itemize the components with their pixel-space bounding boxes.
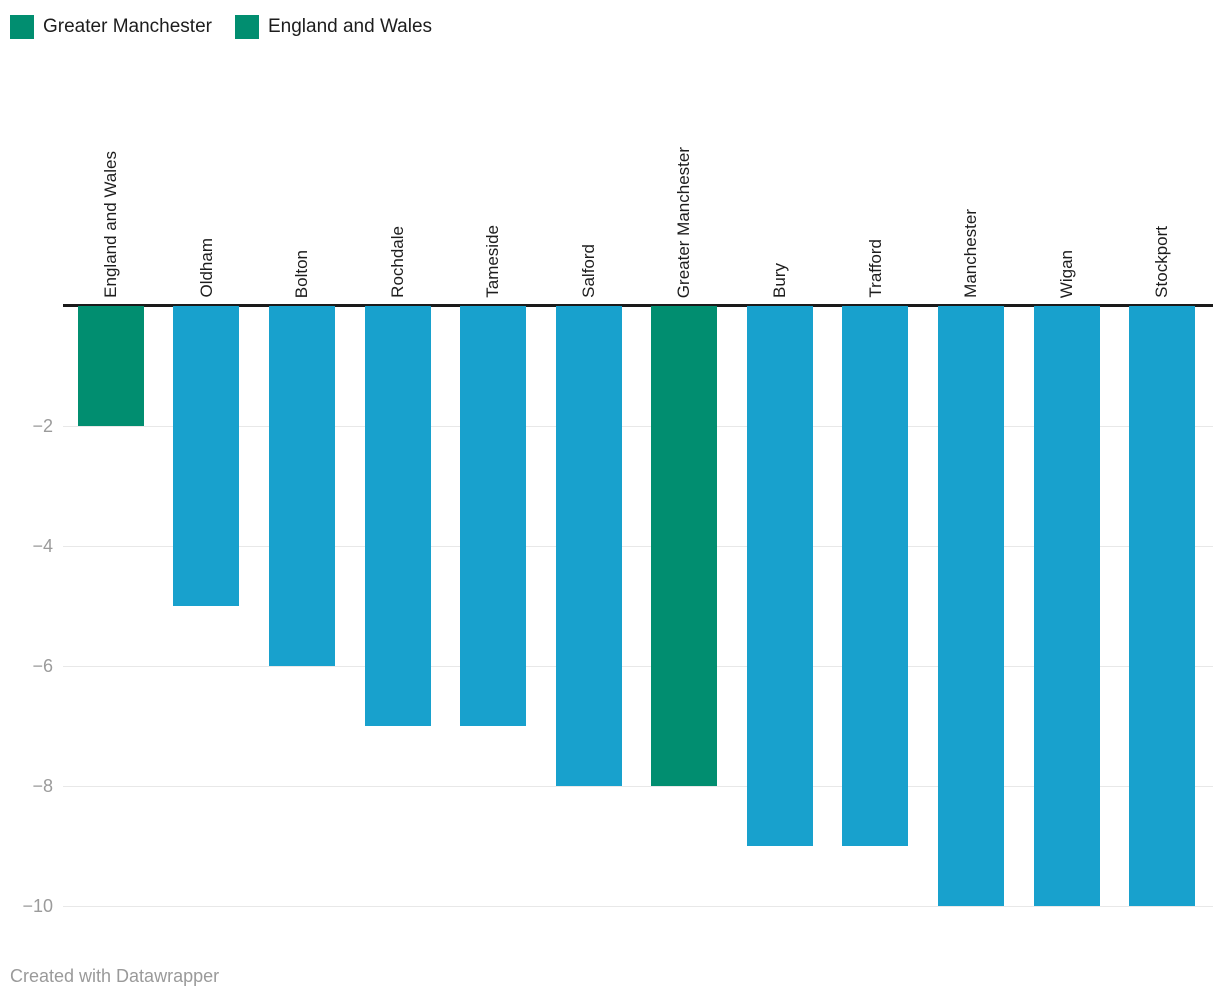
label-slot-wigan: Wigan bbox=[1019, 58, 1115, 298]
bar-stockport[interactable] bbox=[1129, 306, 1196, 906]
bar-tameside[interactable] bbox=[460, 306, 527, 726]
category-label-tameside: Tameside bbox=[483, 225, 503, 298]
gridline-y--8 bbox=[63, 786, 1213, 787]
bar-slot-salford bbox=[541, 306, 637, 926]
category-label-greater-manchester: Greater Manchester bbox=[674, 146, 694, 298]
label-slot-trafford: Trafford bbox=[828, 58, 924, 298]
bar-trafford[interactable] bbox=[842, 306, 909, 846]
label-slot-tameside: Tameside bbox=[445, 58, 541, 298]
category-label-stockport: Stockport bbox=[1152, 226, 1172, 298]
y-tick-label--8: −8 bbox=[32, 776, 53, 796]
bar-slot-bolton bbox=[254, 306, 350, 926]
y-tick-label--10: −10 bbox=[22, 896, 53, 916]
legend: Greater Manchester England and Wales bbox=[10, 15, 432, 39]
gridline-y--10 bbox=[63, 906, 1213, 907]
label-slot-greater-manchester: Greater Manchester bbox=[636, 58, 732, 298]
credit-line: Created with Datawrapper bbox=[10, 966, 220, 986]
y-tick-label--6: −6 bbox=[32, 656, 53, 676]
label-slot-stockport: Stockport bbox=[1114, 58, 1210, 298]
category-label-trafford: Trafford bbox=[865, 239, 885, 298]
bar-slot-stockport bbox=[1114, 306, 1210, 926]
category-label-rochdale: Rochdale bbox=[387, 226, 407, 298]
category-label-oldham: Oldham bbox=[196, 238, 216, 298]
label-slot-bury: Bury bbox=[732, 58, 828, 298]
bar-slot-rochdale bbox=[350, 306, 446, 926]
label-slot-rochdale: Rochdale bbox=[350, 58, 446, 298]
legend-swatch-icon bbox=[234, 15, 259, 39]
category-label-wigan: Wigan bbox=[1056, 249, 1076, 298]
bar-england-and-wales[interactable] bbox=[77, 306, 144, 426]
label-slot-england-and-wales: England and Wales bbox=[63, 58, 159, 298]
bar-manchester[interactable] bbox=[937, 306, 1004, 906]
bar-bury[interactable] bbox=[746, 306, 813, 846]
plot-area bbox=[63, 306, 1213, 926]
category-label-bolton: Bolton bbox=[292, 249, 312, 298]
y-tick-label--4: −4 bbox=[32, 536, 53, 556]
label-slot-oldham: Oldham bbox=[159, 58, 255, 298]
bar-slot-greater-manchester bbox=[636, 306, 732, 926]
legend-item-greater-manchester: Greater Manchester bbox=[10, 15, 212, 39]
gridline-y--2 bbox=[63, 426, 1213, 427]
bar-slot-manchester bbox=[923, 306, 1019, 926]
bar-slot-oldham bbox=[159, 306, 255, 926]
category-label-bury: Bury bbox=[770, 263, 790, 298]
y-tick-label--2: −2 bbox=[32, 416, 53, 436]
bar-slot-england-and-wales bbox=[63, 306, 159, 926]
category-labels: England and Wales Oldham Bolton Rochdale Tam… bbox=[63, 58, 1210, 298]
bar-oldham[interactable] bbox=[173, 306, 240, 606]
bars-row bbox=[63, 306, 1210, 926]
category-label-england-and-wales: England and Wales bbox=[101, 151, 121, 298]
category-label-manchester: Manchester bbox=[961, 209, 981, 298]
bar-salford[interactable] bbox=[555, 306, 622, 786]
bar-slot-tameside bbox=[445, 306, 541, 926]
legend-item-england-and-wales: England and Wales bbox=[234, 15, 433, 39]
bar-slot-trafford bbox=[828, 306, 924, 926]
label-slot-manchester: Manchester bbox=[923, 58, 1019, 298]
bar-greater-manchester[interactable] bbox=[651, 306, 718, 786]
bar-slot-bury bbox=[732, 306, 828, 926]
label-slot-salford: Salford bbox=[541, 58, 637, 298]
gridline-y--4 bbox=[63, 546, 1213, 547]
bar-bolton[interactable] bbox=[268, 306, 335, 666]
label-slot-bolton: Bolton bbox=[254, 58, 350, 298]
bar-rochdale[interactable] bbox=[364, 306, 431, 726]
legend-swatch-icon bbox=[10, 15, 34, 39]
category-label-salford: Salford bbox=[578, 244, 598, 298]
gridline-y--6 bbox=[63, 666, 1213, 667]
legend-label: England and Wales bbox=[267, 16, 433, 37]
x-axis-baseline bbox=[63, 304, 1213, 307]
legend-label: Greater Manchester bbox=[43, 16, 212, 37]
bar-slot-wigan bbox=[1019, 306, 1115, 926]
bar-wigan[interactable] bbox=[1033, 306, 1100, 906]
